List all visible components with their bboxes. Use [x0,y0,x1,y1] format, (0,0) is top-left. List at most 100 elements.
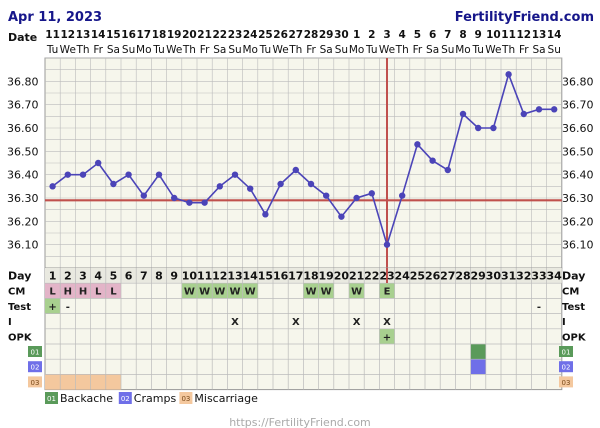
temperature-line [52,71,555,248]
day-number: 9 [170,270,178,283]
test-row-label: Test [8,302,31,313]
cm-cell [318,283,334,299]
intercourse-entry: X [231,317,239,328]
footer-url: https://FertilityFriend.com [229,416,371,428]
test-entry: + [48,302,56,313]
day-number: 29 [471,270,486,283]
weekday-label: Su [335,44,348,56]
temperature-point [429,157,436,164]
legend-swatch [118,392,132,404]
menstrual-cell [60,283,76,299]
cm-cell [303,283,319,299]
temperature-point [368,190,375,197]
day-number: 31 [501,270,516,283]
day-number: 16 [273,270,289,283]
weekday-label: Fr [93,44,103,56]
temperature-point [383,241,391,248]
y-tick-label-left: 36.70 [7,99,39,112]
legend-code: 03 [181,395,190,403]
date-label: 27 [288,29,303,41]
cm-cell [197,283,213,299]
cm-entry: W [199,287,210,298]
day-number: 11 [197,270,212,283]
y-tick-label-left: 36.60 [7,122,39,135]
y-tick-label-right: 36.70 [562,99,594,112]
weekday-label: Sa [426,44,439,56]
temperature-point [444,166,451,174]
weekday-label: Sa [213,44,226,56]
custom-row-badge [559,346,573,357]
date-label: 13 [532,29,547,41]
cm-entry: H [79,287,87,298]
weekday-label: Th [288,44,302,56]
chart-date: Apr 11, 2023 [8,10,102,25]
temperature-point [64,171,72,178]
y-tick-label-left: 36.20 [7,215,39,228]
date-label: 11 [45,29,60,41]
custom-row-code: 03 [562,379,571,387]
opk-entry: + [383,332,391,343]
temperature-point [140,192,147,199]
temperature-point [535,106,543,113]
intercourse-entry: X [353,317,361,328]
day-number: 21 [349,270,364,283]
legend-label: Cramps [134,392,177,405]
date-label: 11 [501,29,516,41]
y-tick-label-left: 36.10 [7,239,39,252]
weekday-label: We [272,44,288,56]
weekday-label: We [485,44,501,56]
weekday-label: Fr [413,44,423,56]
custom-row-code: 01 [562,349,571,357]
custom-row-badge [559,361,573,373]
temperature-point [231,171,239,178]
cm-entry: E [384,287,391,298]
weekday-label: Fr [200,44,210,56]
legend-code: 01 [47,395,56,403]
temperature-point [353,194,360,202]
weekday-label: We [166,44,182,56]
date-label: 6 [429,29,436,41]
temperature-point [247,185,254,192]
weekday-label: Su [122,44,135,56]
custom-cell [75,374,91,390]
opk-row-label: OPK [8,332,33,343]
weekday-label: Sa [107,44,120,56]
y-tick-label-right: 36.30 [562,192,594,205]
day-number: 22 [364,270,379,283]
cm-cell [212,283,228,299]
temperature-point [79,171,87,178]
day-number: 14 [243,270,259,283]
cm-entry: W [305,287,316,298]
weekday-label: Su [228,44,241,56]
temperature-point [414,141,421,148]
cm-entry: W [229,287,240,298]
cm-entry: H [64,287,72,298]
intercourse-row-label-right: I [562,317,566,328]
cm-entry: L [49,287,56,298]
y-tick-label-right: 36.80 [562,75,594,88]
date-label: 14 [547,29,562,41]
legend-code: 02 [121,395,130,403]
legend-swatch [45,392,58,404]
date-label: 8 [459,29,466,41]
date-label: 1 [353,29,360,41]
date-label: 22 [212,29,227,41]
weekday-label: Mo [455,44,470,56]
cm-cell [349,283,365,299]
cm-entry: W [214,287,225,298]
y-tick-label-left: 36.80 [7,75,39,88]
weekday-label: Mo [349,44,364,56]
day-number: 26 [425,270,441,283]
y-tick-label-right: 36.50 [562,145,594,158]
weekday-label: Mo [136,44,151,56]
weekday-label: Su [548,44,561,56]
day-number: 25 [410,270,425,283]
test-positive-cell [45,298,61,314]
cm-cell [181,283,197,299]
day-number: 10 [182,270,198,283]
custom-row-code: 02 [562,364,571,372]
custom-row-badge [559,376,573,388]
date-label: 2 [368,29,375,41]
date-label: 23 [228,29,243,41]
